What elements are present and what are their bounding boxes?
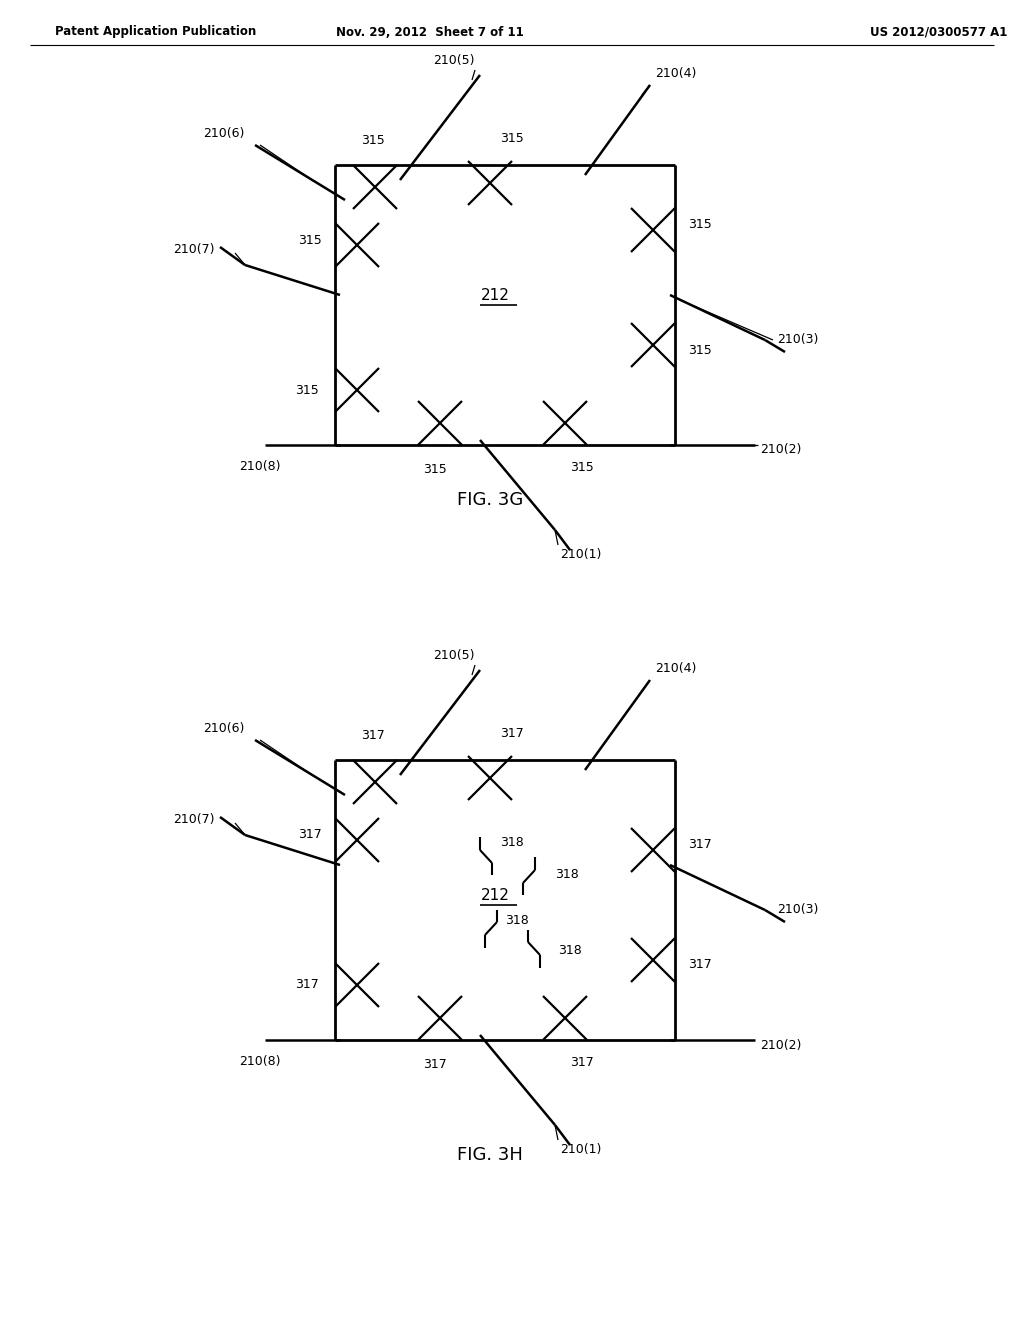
Text: 315: 315 [500,132,523,145]
Text: US 2012/0300577 A1: US 2012/0300577 A1 [870,25,1008,38]
Text: 317: 317 [298,829,322,842]
Text: 317: 317 [361,729,385,742]
Text: 318: 318 [500,837,523,850]
Text: 317: 317 [570,1056,594,1069]
Text: 318: 318 [505,913,528,927]
Text: 317: 317 [688,958,712,972]
Text: 210(3): 210(3) [777,903,818,916]
Text: 317: 317 [423,1059,446,1071]
Text: 210(4): 210(4) [655,663,696,675]
Text: 318: 318 [558,944,582,957]
Text: 210(7): 210(7) [173,813,215,826]
Text: Patent Application Publication: Patent Application Publication [55,25,256,38]
Text: 210(5): 210(5) [433,54,475,67]
Text: 212: 212 [480,288,509,302]
Text: FIG. 3H: FIG. 3H [457,1146,523,1164]
Text: 210(1): 210(1) [560,548,601,561]
Text: 317: 317 [500,727,523,741]
Text: 210(8): 210(8) [240,1055,281,1068]
Text: 210(3): 210(3) [777,334,818,346]
Text: 315: 315 [298,234,322,247]
Text: FIG. 3G: FIG. 3G [457,491,523,510]
Text: 210(1): 210(1) [560,1143,601,1156]
Text: 212: 212 [480,887,509,903]
Text: 315: 315 [423,463,446,477]
Text: Nov. 29, 2012  Sheet 7 of 11: Nov. 29, 2012 Sheet 7 of 11 [336,25,524,38]
Text: 317: 317 [295,978,319,991]
Text: 315: 315 [361,135,385,147]
Text: 315: 315 [570,461,594,474]
Text: 318: 318 [555,869,579,882]
Text: 317: 317 [688,838,712,851]
Text: 210(4): 210(4) [655,67,696,81]
Text: 315: 315 [688,343,712,356]
Text: 210(7): 210(7) [173,243,215,256]
Text: 210(2): 210(2) [760,444,802,457]
Text: 315: 315 [295,384,319,396]
Text: 210(6): 210(6) [204,722,245,735]
Text: 210(5): 210(5) [433,649,475,663]
Text: 315: 315 [688,219,712,231]
Text: 210(6): 210(6) [204,127,245,140]
Text: 210(2): 210(2) [760,1039,802,1052]
Text: 210(8): 210(8) [240,459,281,473]
